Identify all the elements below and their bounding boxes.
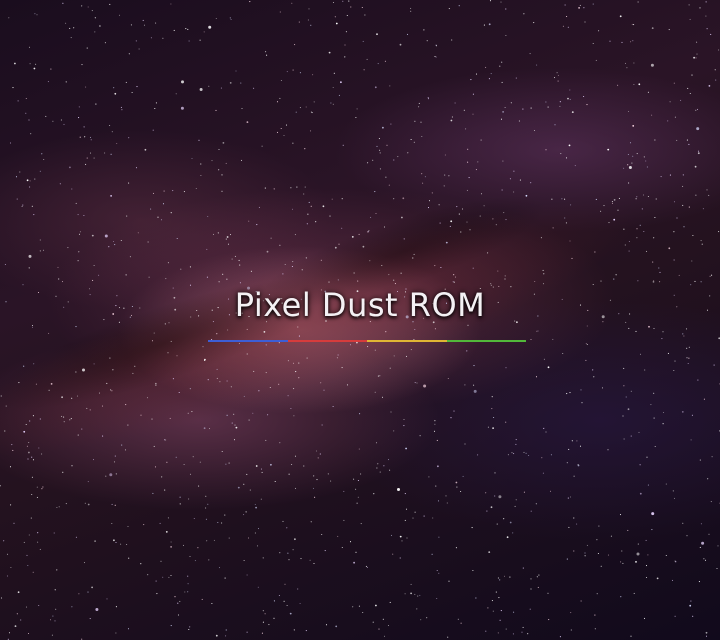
bar-segment-blue — [208, 340, 288, 342]
bar-segment-green — [446, 340, 526, 342]
boot-progress-bar — [208, 340, 526, 342]
boot-title: Pixel Dust ROM — [234, 286, 486, 324]
bar-segment-red — [287, 340, 367, 342]
bar-segment-yellow — [367, 340, 447, 342]
